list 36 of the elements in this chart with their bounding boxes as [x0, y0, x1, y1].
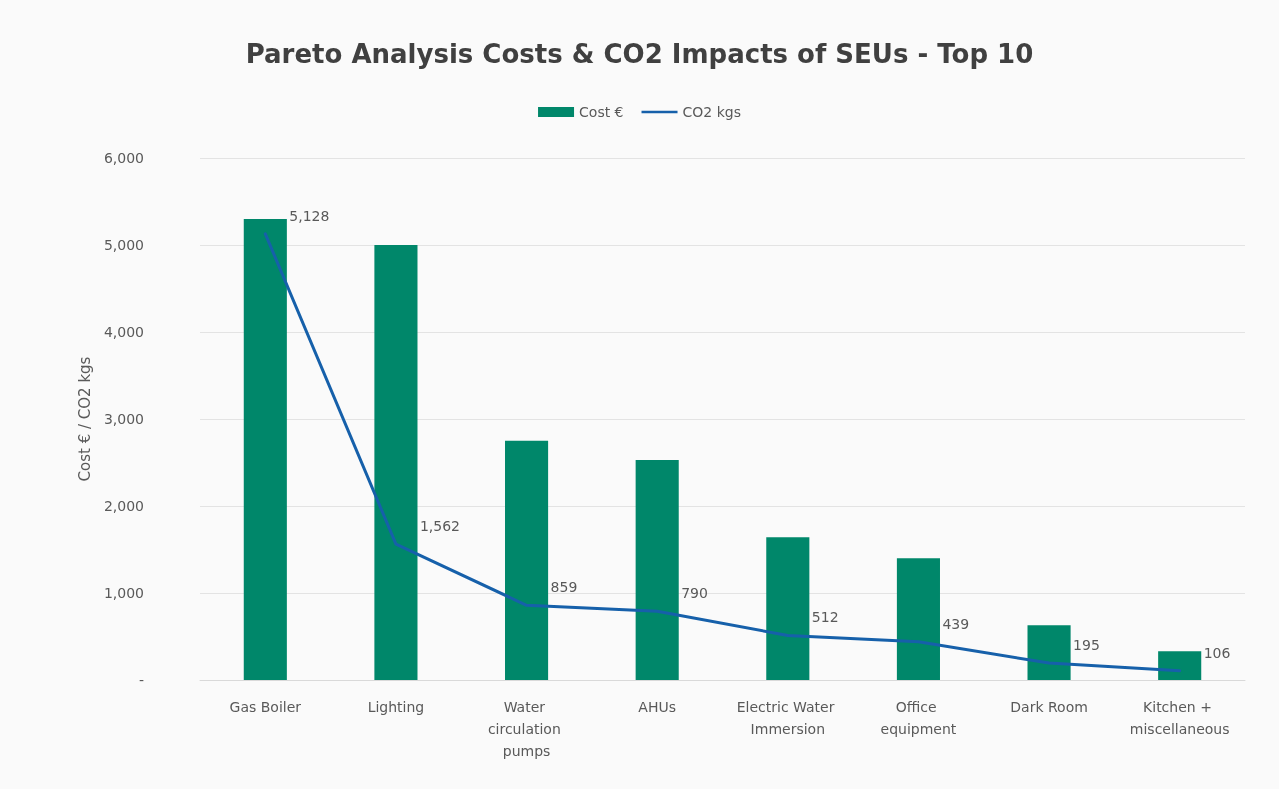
bar [1158, 651, 1202, 680]
data-label: 439 [942, 615, 970, 632]
y-tick-label: 5,000 [103, 237, 144, 253]
x-tick-label: Dark Room [1010, 699, 1088, 715]
data-label: 195 [1073, 637, 1100, 654]
x-tick-label: Lighting [367, 699, 425, 715]
bar [1027, 625, 1071, 680]
x-tick-label: Office equipment [880, 699, 957, 737]
y-tick-label: 6,000 [103, 150, 144, 166]
x-tick-label: Water circulation pumps [487, 699, 566, 759]
x-tick-label: Kitchen + miscellaneous [1129, 699, 1230, 737]
x-tick-label: Gas Boiler [229, 699, 302, 715]
line-series [263, 232, 1182, 673]
x-tick-label: AHUs [638, 699, 677, 715]
bar [243, 218, 287, 680]
y-axis-title: Cost € / CO2 kgs [75, 356, 94, 482]
y-tick-label: - [138, 672, 144, 688]
y-tick-label: 4,000 [103, 324, 144, 340]
bar [896, 558, 940, 680]
data-label: 859 [550, 579, 578, 596]
bar [635, 459, 679, 680]
data-label: 512 [811, 609, 839, 626]
bar [505, 440, 549, 680]
y-tick-label: 3,000 [103, 411, 144, 427]
data-label: 106 [1203, 644, 1231, 661]
chart-title: Pareto Analysis Costs & CO2 Impacts of SEUs - Top 10 [245, 39, 1034, 69]
legend-label: CO2 kgs [682, 104, 741, 120]
y-tick-label: 1,000 [103, 585, 144, 601]
x-tick-label: Electric Water Immersion [736, 699, 839, 737]
y-tick-label: 2,000 [103, 498, 144, 514]
data-label: 790 [681, 585, 708, 602]
data-label: 1,562 [419, 518, 461, 535]
data-label: 5,128 [289, 207, 330, 224]
legend-label: Cost € [579, 104, 624, 120]
bar [374, 245, 418, 680]
bar [766, 537, 810, 680]
